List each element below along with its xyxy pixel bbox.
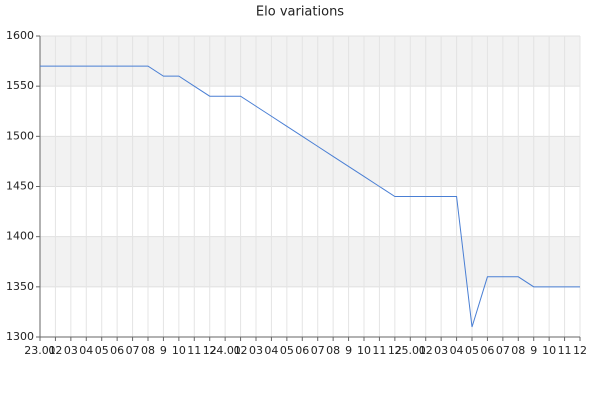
x-tick-label: 07 [311,344,325,357]
chart-title: Elo variations [256,5,344,20]
x-tick-label: 06 [295,344,309,357]
x-tick-label: 03 [64,344,78,357]
y-tick-label: 1600 [6,29,34,42]
x-tick-label: 08 [326,344,340,357]
x-tick-label: 10 [542,344,556,357]
x-tick-label: 25.01 [395,344,427,357]
y-tick-label: 1500 [6,129,34,142]
x-tick-label: 02 [48,344,62,357]
line-series [40,65,580,328]
y-tick-label: 1350 [6,280,34,293]
grid-band [40,36,580,87]
x-tick-label: 07 [496,344,510,357]
y-tick-label: 1300 [6,330,34,343]
x-tick-label: 11 [372,344,386,357]
x-tick-label: 03 [249,344,263,357]
x-tick-label: 04 [264,344,278,357]
x-tick-label: 05 [280,344,294,357]
x-tick-label: 05 [95,344,109,357]
x-tick-label: 12 [203,344,217,357]
grid-band [40,236,580,287]
x-tick-label: 02 [419,344,433,357]
grid-band [40,136,580,187]
x-tick-label: 08 [141,344,155,357]
x-tick-label: 24.01 [209,344,241,357]
x-tick-label: 06 [480,344,494,357]
x-tick-label: 08 [511,344,525,357]
x-tick-label: 04 [79,344,93,357]
x-tick-label: 11 [558,344,572,357]
x-tick-label: 10 [357,344,371,357]
x-tick-label: 12 [388,344,402,357]
x-tick-label: 23.01 [24,344,56,357]
x-tick-label: 02 [234,344,248,357]
y-tick-label: 1450 [6,180,34,193]
x-tick-label: 11 [187,344,201,357]
x-tick-label: 06 [110,344,124,357]
x-tick-label: 12 [573,344,587,357]
x-tick-label: 10 [172,344,186,357]
x-tick-label: 04 [450,344,464,357]
x-tick-label: 07 [126,344,140,357]
x-tick-label: 03 [434,344,448,357]
x-tick-label: 9 [530,344,537,357]
x-tick-label: 9 [345,344,352,357]
x-tick-label: 05 [465,344,479,357]
y-tick-label: 1550 [6,79,34,92]
x-tick-label: 9 [160,344,167,357]
y-tick-label: 1400 [6,230,34,243]
